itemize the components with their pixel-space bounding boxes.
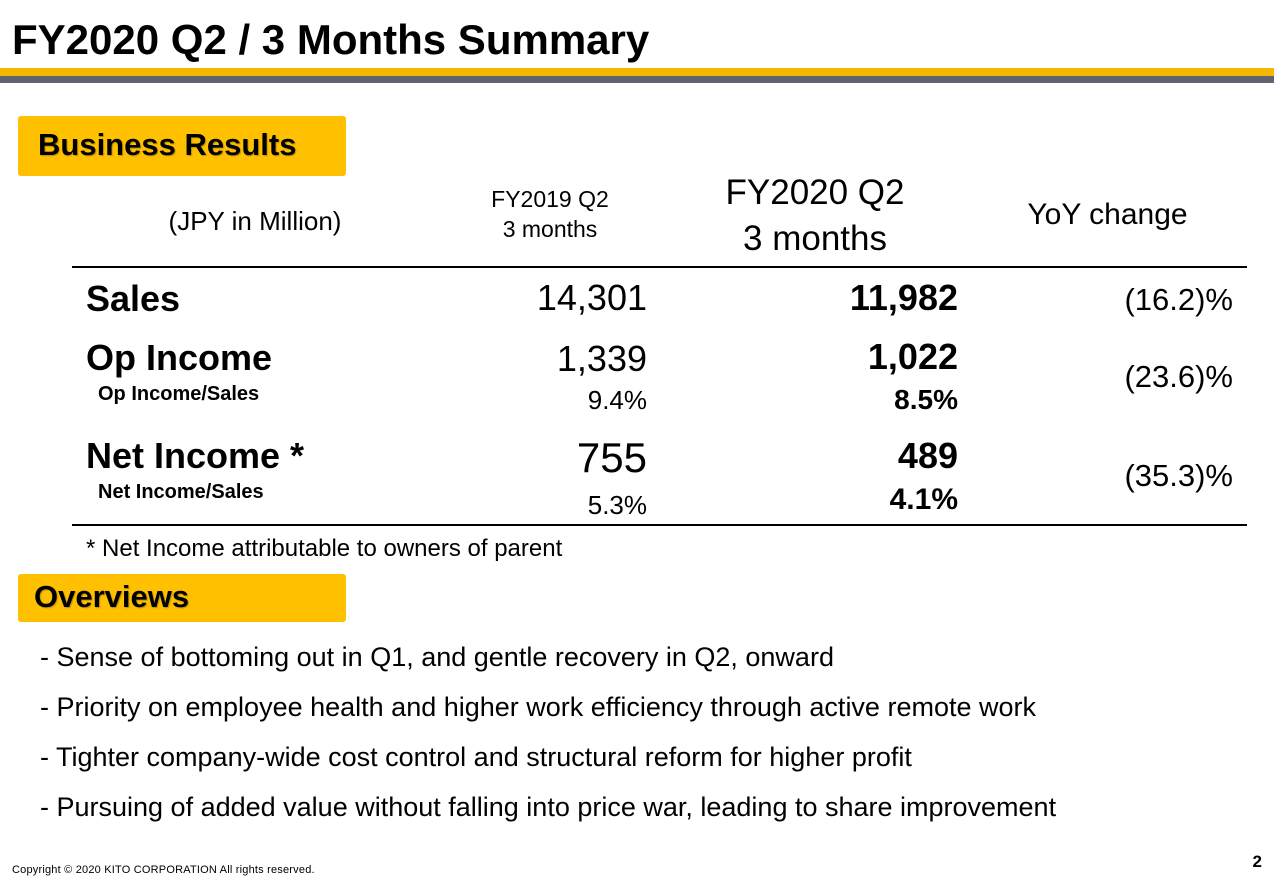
title-underline-yellow (0, 68, 1274, 76)
row-sales-prev: 14,301 (536, 277, 647, 318)
row-netincome-prev-ratio: 5.3% (587, 490, 647, 520)
overviews-tag: Overviews (18, 574, 346, 622)
business-results-tag: Business Results (18, 116, 346, 176)
row-netincome-prev: 755 (576, 434, 647, 481)
row-opincome-prev-ratio: 9.4% (587, 385, 647, 415)
header-yoy: YoY change (1027, 198, 1188, 231)
unit-label: (JPY in Million) (168, 206, 342, 236)
row-opincome-prev: 1,339 (556, 338, 647, 379)
table-bottom-rule (72, 524, 1247, 526)
header-fy2020-line1: FY2020 Q2 (725, 173, 905, 212)
page-number: 2 (1252, 852, 1262, 871)
net-income-footnote: * Net Income attributable to owners of p… (86, 535, 563, 562)
title-underline-gray (0, 76, 1274, 83)
row-opincome-curr: 1,022 (867, 336, 958, 377)
row-netincome-yoy: (35.3)% (1124, 458, 1233, 493)
row-sales-label: Sales (86, 278, 181, 319)
row-sales-curr: 11,982 (849, 277, 958, 318)
page-title: FY2020 Q2 / 3 Months Summary (12, 16, 650, 63)
header-fy2019-line2: 3 months (502, 216, 598, 242)
row-opincome-yoy: (23.6)% (1124, 359, 1233, 394)
header-fy2019-line1: FY2019 Q2 (491, 186, 609, 212)
row-opincome-label: Op Income (86, 337, 273, 378)
header-fy2020-line2: 3 months (743, 219, 887, 258)
header-fy2020: FY2020 Q2 3 months (680, 170, 950, 262)
row-netincome-label: Net Income * (86, 435, 305, 476)
overview-bullet: - Tighter company-wide cost control and … (40, 742, 912, 772)
row-netincome-curr-ratio: 4.1% (889, 483, 958, 516)
table-top-rule (72, 266, 1247, 268)
row-sales-yoy: (16.2)% (1124, 282, 1233, 317)
overview-bullet: - Priority on employee health and higher… (40, 692, 1036, 722)
row-opincome-sublabel: Op Income/Sales (98, 383, 260, 405)
copyright-notice: Copyright © 2020 KITO CORPORATION All ri… (12, 864, 315, 876)
row-netincome-sublabel: Net Income/Sales (98, 481, 264, 503)
row-netincome-curr: 489 (897, 435, 958, 476)
overview-bullet: - Pursuing of added value without fallin… (40, 792, 1057, 822)
header-fy2019: FY2019 Q2 3 months (440, 184, 660, 244)
row-opincome-curr-ratio: 8.5% (894, 384, 958, 415)
overview-bullet: - Sense of bottoming out in Q1, and gent… (40, 642, 834, 672)
